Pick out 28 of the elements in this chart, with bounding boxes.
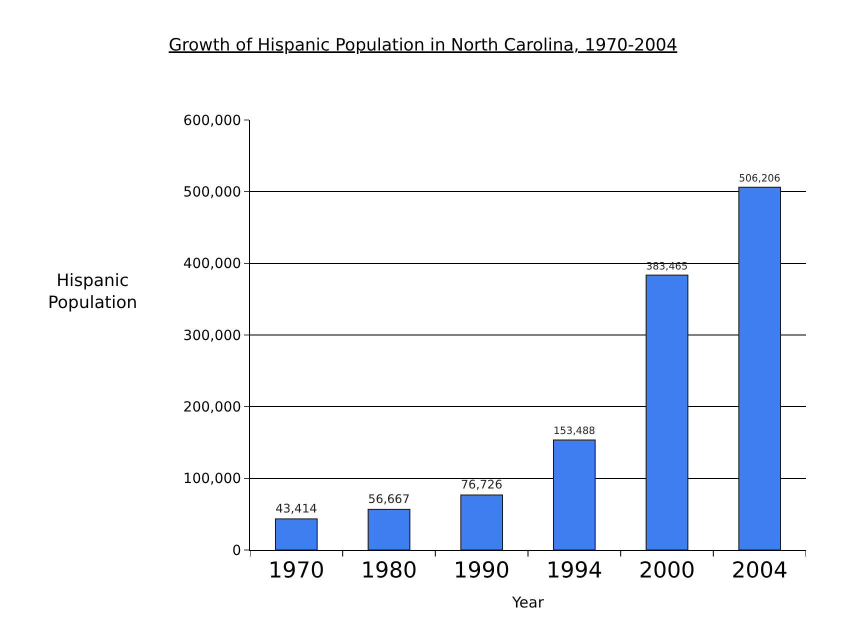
data-label: 76,726: [460, 478, 502, 492]
y-tick-label: 0: [232, 542, 242, 559]
bar: [274, 518, 318, 550]
data-label: 43,414: [276, 501, 318, 516]
bar: [368, 508, 410, 550]
data-label: 506,206: [738, 173, 780, 184]
bar: [738, 186, 782, 550]
x-tick-label: 1994: [546, 558, 602, 584]
data-label: 56,667: [368, 492, 410, 506]
y-tick-label: 600,000: [183, 112, 242, 129]
y-axis-title: Hispanic Population: [48, 271, 138, 314]
x-axis-title: Year: [511, 593, 545, 612]
bar: [646, 274, 688, 550]
y-tick-label: 400,000: [183, 256, 242, 272]
chart-title: Growth of Hispanic Population in North Carolina, 1970-2004: [168, 35, 678, 56]
x-tick-label: 2000: [639, 558, 695, 584]
y-tick-label: 100,000: [183, 471, 242, 488]
data-label: 383,465: [646, 261, 688, 272]
y-tick-label: 200,000: [183, 400, 242, 416]
x-tick-label: 1990: [454, 558, 510, 584]
x-tick-label: 1980: [361, 558, 417, 584]
x-tick-label: 1970: [268, 558, 324, 584]
bar: [460, 494, 504, 550]
data-label: 153,488: [553, 426, 596, 438]
y-tick-label: 500,000: [183, 184, 242, 201]
y-tick-label: 300,000: [183, 328, 242, 344]
bar: [552, 440, 596, 550]
x-tick-label: 2004: [732, 558, 788, 584]
